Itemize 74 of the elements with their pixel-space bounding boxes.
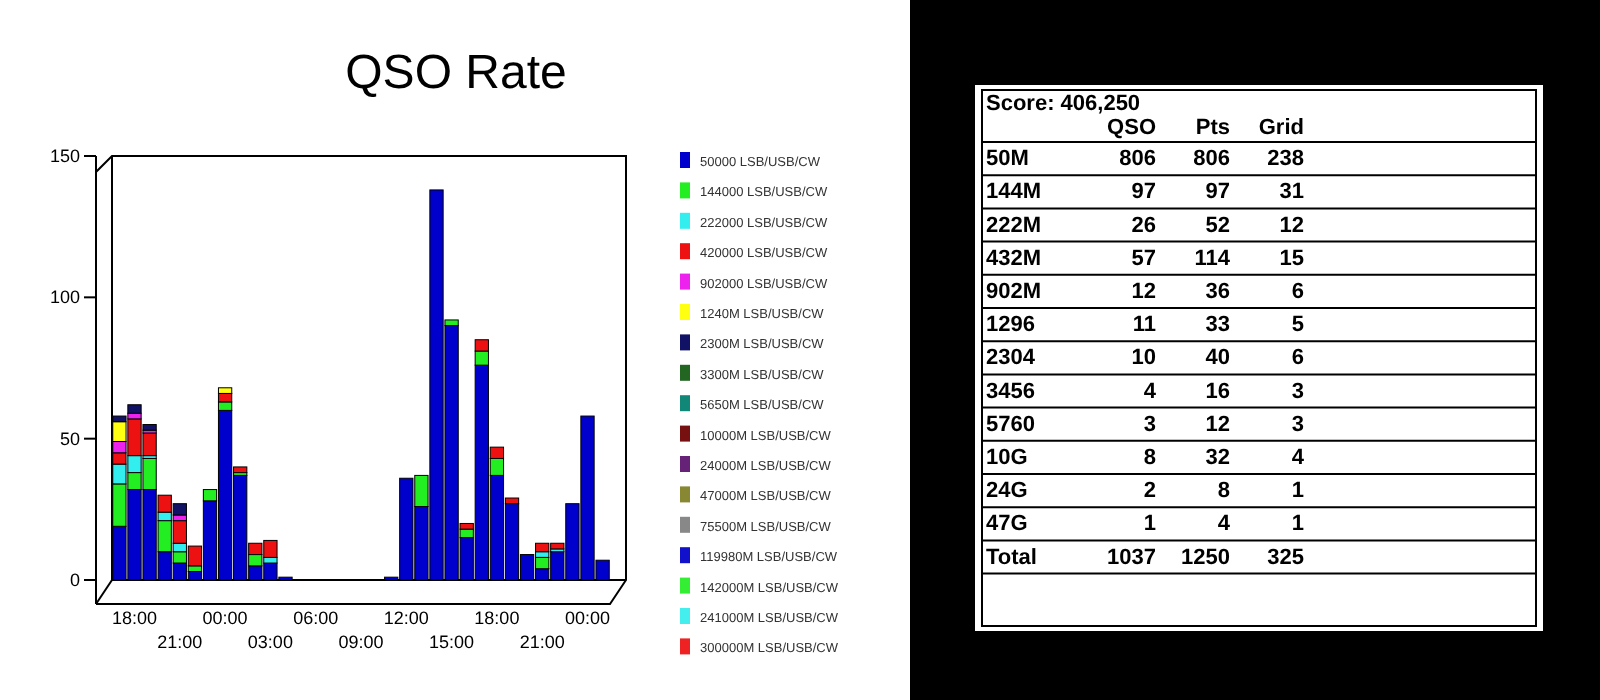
data-label: 12 (1205, 412, 1230, 437)
data-label: 4 (1217, 512, 1232, 537)
x-tick-label: 06:00 (293, 608, 339, 628)
data-label: 1037 (1107, 545, 1156, 570)
data-label: 1250 (1181, 545, 1230, 570)
data-label: 16 (1205, 379, 1230, 404)
data-label: 806 (1193, 147, 1230, 172)
data-label: 3 (1291, 379, 1304, 404)
data-label: 806 (1119, 147, 1156, 172)
data-label: 57 (1131, 246, 1156, 271)
x-tick-label: 21:00 (157, 632, 203, 652)
x-tick-label: 09:00 (338, 632, 384, 652)
y-tick-label: 150 (49, 146, 80, 166)
y-tick-label: 0 (69, 570, 80, 590)
data-label: 238 (1267, 147, 1304, 172)
data-label: 6 (1291, 280, 1304, 304)
category-label: 3456 (986, 379, 1035, 404)
data-label: 36 (1205, 280, 1230, 304)
category-label: 432M (986, 246, 1042, 271)
data-label: 32 (1205, 446, 1230, 470)
data-label: 2 (1143, 479, 1156, 504)
category-label: 222M (986, 213, 1042, 238)
series-label: QSO (1107, 116, 1157, 140)
x-tick-label: 18:00 (474, 608, 520, 628)
category-label: 2304 (986, 346, 1037, 371)
data-label: 12 (1131, 280, 1156, 304)
category-label: 47G (986, 512, 1028, 537)
data-label: 1 (1291, 512, 1304, 537)
data-label: 1 (1291, 479, 1304, 504)
data-label: 31 (1279, 180, 1304, 205)
data-label: 10 (1131, 346, 1156, 371)
category-label: 50M (986, 147, 1029, 172)
data-label: 97 (1205, 180, 1230, 205)
data-label: 40 (1205, 346, 1230, 371)
x-tick-label: 21:00 (519, 632, 565, 652)
category-label: 5760 (986, 412, 1035, 437)
category-label: Total (986, 545, 1037, 570)
data-label: 33 (1205, 313, 1230, 338)
text: Pts (1195, 116, 1230, 140)
bar (127, 404, 142, 414)
x-tick-label: 12:00 (383, 608, 429, 628)
bar (217, 392, 233, 403)
category-label: 24G (986, 479, 1028, 504)
data-label: 4 (1143, 379, 1158, 404)
data-label: 3 (1291, 412, 1304, 437)
text: Score: 406,250 (986, 92, 1141, 116)
data-label: 6 (1291, 346, 1304, 371)
x-tick-label: 00:00 (202, 608, 248, 628)
category-label: 10G (986, 446, 1028, 470)
category-label: 144M (986, 180, 1042, 205)
data-label: 52 (1205, 213, 1230, 238)
data-label: 4 (1291, 446, 1306, 470)
data-label: 114 (1194, 246, 1232, 271)
y-tick-label: 50 (59, 428, 80, 449)
data-label: 5 (1291, 313, 1304, 338)
x-tick-label: 03:00 (247, 632, 293, 652)
category-label: 902M (986, 280, 1042, 304)
data-label: 97 (1131, 180, 1156, 205)
data-label: 26 (1131, 213, 1156, 238)
x-tick-label: 18:00 (111, 608, 158, 628)
x-tick-label: 15:00 (429, 632, 475, 652)
data-label: 1 (1143, 512, 1156, 537)
data-label: 3 (1143, 412, 1156, 437)
x-tick-label: 00:00 (564, 608, 611, 628)
data-label: 8 (1143, 446, 1156, 470)
y-tick-label: 100 (49, 287, 80, 308)
data-label: 325 (1267, 545, 1304, 570)
text: Grid (1258, 116, 1304, 140)
data-label: 15 (1279, 246, 1304, 271)
data-label: 8 (1217, 479, 1230, 504)
data-label: 11 (1132, 313, 1156, 338)
chart-title: QSO Rate (345, 46, 567, 100)
data-label: 12 (1279, 213, 1304, 238)
category-label: 1296 (986, 313, 1035, 338)
